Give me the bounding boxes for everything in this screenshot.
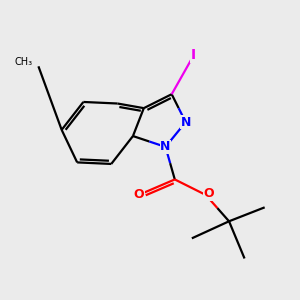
Text: N: N bbox=[181, 116, 191, 129]
Text: N: N bbox=[160, 140, 171, 153]
Text: O: O bbox=[134, 188, 145, 201]
Text: O: O bbox=[204, 187, 214, 200]
Text: I: I bbox=[191, 48, 196, 62]
Text: CH₃: CH₃ bbox=[14, 57, 32, 67]
